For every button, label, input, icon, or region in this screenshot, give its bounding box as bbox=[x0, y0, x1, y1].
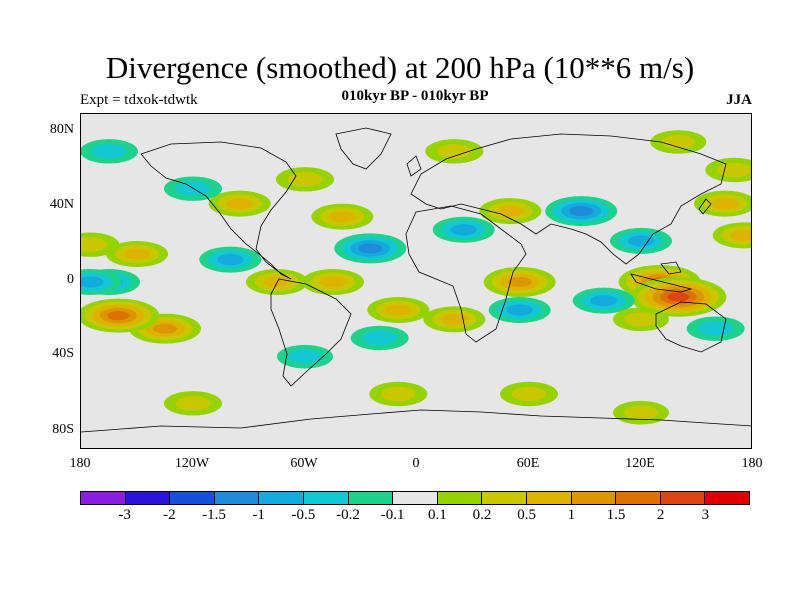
divergence-contour bbox=[81, 237, 108, 252]
colorbar-label: 2 bbox=[656, 507, 665, 523]
lat-label-80n: 80N bbox=[49, 122, 74, 137]
lat-label-0: 0 bbox=[67, 272, 74, 287]
colorbar-swatch bbox=[259, 492, 304, 504]
chart-title: Divergence (smoothed) at 200 hPa (10**6 … bbox=[105, 50, 695, 85]
coastlines bbox=[81, 127, 751, 433]
divergence-contour bbox=[217, 254, 244, 266]
colorbar-swatch bbox=[393, 492, 438, 504]
colorbar-label: -2 bbox=[163, 507, 176, 523]
divergence-contour bbox=[711, 198, 739, 210]
colorbar-label: 0.1 bbox=[427, 507, 447, 523]
divergence-contour bbox=[590, 295, 617, 307]
divergence-contour bbox=[319, 276, 347, 288]
divergence-contour bbox=[506, 304, 533, 316]
colorbar-swatch bbox=[705, 492, 749, 504]
colorbar-swatch bbox=[170, 492, 215, 504]
divergence-anomalies bbox=[81, 130, 751, 425]
divergence-contour bbox=[730, 229, 751, 241]
colorbar-label: 1.5 bbox=[606, 507, 626, 523]
divergence-contour bbox=[385, 304, 412, 316]
divergence-contour bbox=[175, 181, 211, 196]
colorbar-label: -1 bbox=[252, 507, 265, 523]
lon-label-180e: 180 bbox=[741, 456, 763, 471]
lon-label-60e: 60E bbox=[516, 456, 540, 471]
divergence-contour bbox=[436, 144, 472, 159]
colorbar-swatch bbox=[660, 492, 706, 504]
colorbar bbox=[80, 491, 750, 505]
divergence-contour bbox=[329, 211, 356, 223]
divergence-contour bbox=[288, 349, 322, 364]
colorbar-swatch bbox=[571, 492, 617, 504]
divergence-contour bbox=[698, 321, 734, 336]
colorbar-swatch bbox=[437, 492, 483, 504]
colorbar-swatch bbox=[303, 492, 349, 504]
divergence-contour bbox=[624, 312, 658, 327]
lon-label-120w: 120W bbox=[174, 456, 210, 471]
colorbar-label: -1.5 bbox=[202, 507, 226, 523]
experiment-label: Expt = tdxok-tdwtk bbox=[80, 92, 198, 108]
divergence-map bbox=[80, 113, 752, 449]
divergence-contour bbox=[153, 323, 177, 334]
divergence-contour bbox=[380, 386, 416, 402]
lon-label-0: 0 bbox=[412, 456, 420, 471]
lat-label-40n: 40N bbox=[49, 197, 74, 212]
colorbar-label: -0.2 bbox=[336, 507, 360, 523]
divergence-contour bbox=[123, 248, 151, 260]
chart-subtitle: 010kyr BP - 010kyr BP bbox=[341, 88, 489, 104]
divergence-contour bbox=[358, 243, 383, 254]
divergence-contour bbox=[624, 405, 658, 420]
season-label: JJA bbox=[726, 92, 752, 108]
colorbar-swatch bbox=[482, 492, 527, 504]
colorbar-label: -0.1 bbox=[380, 507, 405, 523]
colorbar-swatch bbox=[526, 492, 572, 504]
divergence-contour bbox=[661, 134, 696, 150]
colorbar-swatch bbox=[616, 492, 661, 504]
colorbar-swatch bbox=[214, 492, 260, 504]
divergence-contour bbox=[107, 310, 130, 321]
divergence-contour bbox=[507, 277, 532, 287]
lat-label-80s: 80S bbox=[52, 422, 74, 437]
divergence-contour bbox=[81, 276, 104, 288]
colorbar-label: 1 bbox=[567, 507, 576, 523]
divergence-contour bbox=[511, 386, 547, 402]
divergence-contour bbox=[667, 292, 690, 302]
lon-label-180w: 180 bbox=[69, 456, 91, 471]
colorbar-swatch bbox=[348, 492, 394, 504]
colorbar-label: -0.5 bbox=[291, 507, 316, 523]
lon-label-120e: 120E bbox=[625, 456, 655, 471]
lat-label-40s: 40S bbox=[52, 346, 74, 361]
colorbar-label: 3 bbox=[701, 507, 710, 523]
divergence-contour bbox=[627, 235, 655, 247]
divergence-contour bbox=[287, 172, 323, 187]
divergence-contour bbox=[91, 144, 127, 159]
colorbar-swatch bbox=[81, 492, 126, 504]
divergence-contour bbox=[450, 224, 477, 236]
divergence-contour bbox=[497, 205, 524, 217]
colorbar-label: -3 bbox=[118, 507, 131, 523]
divergence-contour bbox=[362, 330, 398, 346]
divergence-contour bbox=[175, 396, 211, 411]
lon-label-60w: 60W bbox=[290, 456, 318, 471]
colorbar-label: 0.5 bbox=[517, 507, 537, 523]
divergence-contour bbox=[716, 162, 751, 178]
divergence-contour bbox=[226, 198, 253, 210]
colorbar-swatch bbox=[125, 492, 171, 504]
divergence-contour bbox=[441, 313, 468, 325]
divergence-contour bbox=[569, 206, 594, 217]
colorbar-label: 0.2 bbox=[472, 507, 492, 523]
